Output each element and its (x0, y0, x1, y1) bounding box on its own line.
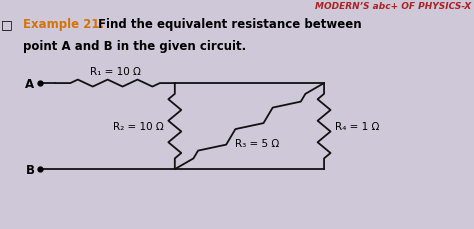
Text: point A and B in the given circuit.: point A and B in the given circuit. (23, 40, 246, 52)
Text: Find the equivalent resistance between: Find the equivalent resistance between (98, 18, 361, 31)
Text: R₂ = 10 Ω: R₂ = 10 Ω (113, 122, 164, 131)
Text: MODERN’S abc+ OF PHYSICS-X: MODERN’S abc+ OF PHYSICS-X (315, 2, 471, 11)
Text: Example 21.: Example 21. (23, 18, 104, 31)
Text: R₁ = 10 Ω: R₁ = 10 Ω (90, 66, 141, 76)
Text: B: B (26, 163, 35, 176)
Text: A: A (26, 77, 35, 90)
Text: □: □ (0, 18, 12, 31)
Text: R₃ = 5 Ω: R₃ = 5 Ω (235, 139, 279, 149)
Text: R₄ = 1 Ω: R₄ = 1 Ω (335, 122, 379, 131)
